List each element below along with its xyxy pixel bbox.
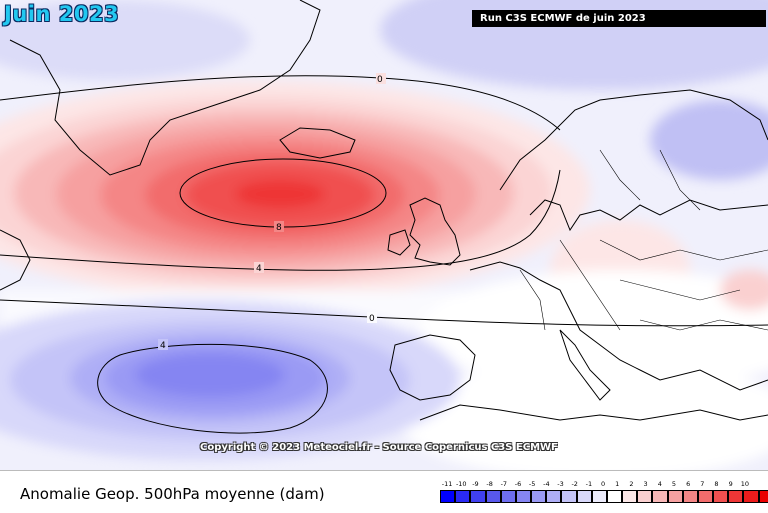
scale-tick-label: 7	[700, 480, 705, 488]
contour-label-0-south: 0	[369, 314, 375, 324]
great-britain-coast	[409, 197, 461, 266]
scale-tick-label: -6	[514, 480, 522, 488]
scale-color-box	[667, 490, 683, 503]
baltic-coast	[529, 199, 768, 232]
scale-color-box	[500, 490, 516, 503]
ireland-coast	[387, 229, 411, 256]
scale-tick-label: -3	[557, 480, 564, 488]
footer: Anomalie Geop. 500hPa moyenne (dam) -11-…	[0, 470, 768, 513]
scale-color-box	[652, 490, 668, 503]
contour-label-0-north: 0	[377, 75, 383, 85]
scale-color-box	[485, 490, 501, 503]
scale-color-box	[682, 490, 698, 503]
contour-label-group: 0 8 4 0 4	[158, 73, 386, 351]
scale-color-box	[622, 490, 638, 503]
anomaly-map: 0 8 4 0 4 Juin 2023 Run C3S ECMWF de jui…	[0, 0, 768, 470]
scale-colorbar	[440, 490, 768, 503]
scale-tick-label: 1	[615, 480, 620, 488]
scale-tick-label: -4	[543, 480, 550, 488]
scale-tick-label: 3	[643, 480, 648, 488]
scale-color-box	[591, 490, 607, 503]
scale-color-box	[697, 490, 714, 503]
copyright-notice: Copyright © 2023 Meteociel.fr - Source C…	[200, 442, 558, 453]
map-canvas: 0 8 4 0 4	[0, 0, 768, 470]
scale-color-box	[728, 490, 744, 503]
scale-tick-label: -5	[528, 480, 536, 488]
scale-tick-label: 6	[686, 480, 691, 488]
scale-tick-label: -2	[571, 480, 578, 488]
scale-tick-label: -10	[455, 480, 467, 488]
greenland-coast	[9, 0, 321, 176]
scale-color-box	[455, 490, 471, 503]
scale-color-box	[637, 490, 653, 503]
iberia-coast	[389, 334, 476, 401]
color-scale: -11 -10 -9 -8 -7 -6 -5 -4 -3 -2 -1 0 1 2 3 4 5 6 7 8 9 10	[440, 479, 768, 509]
scale-tick-label: 0	[600, 480, 606, 488]
scale-tick-label: 2	[629, 480, 634, 488]
scale-color-box	[606, 490, 623, 503]
iceland-coast	[279, 127, 356, 159]
variable-label: Anomalie Geop. 500hPa moyenne (dam)	[20, 485, 325, 503]
scale-color-box	[546, 490, 562, 503]
contour-label-8: 8	[276, 223, 282, 233]
scale-tick-label: -9	[472, 480, 479, 488]
scale-ticks: -11 -10 -9 -8 -7 -6 -5 -4 -3 -2 -1 0 1 2 3 4 5 6 7 8 9 10	[440, 479, 752, 489]
scale-color-box	[470, 490, 486, 503]
contour-minus4	[97, 343, 328, 434]
north-africa-coast	[419, 404, 768, 421]
scale-tick-label: 8	[714, 480, 719, 488]
scale-tick-label: 4	[657, 480, 662, 488]
canada-coast	[0, 229, 31, 291]
map-title: Juin 2023	[4, 2, 120, 26]
scale-color-box	[440, 490, 456, 503]
scale-color-box	[515, 490, 532, 503]
europe-south-coast	[469, 261, 768, 391]
contour-4-north	[0, 169, 561, 271]
coastlines	[0, 0, 768, 421]
scale-tick-label: -8	[486, 480, 493, 488]
scale-color-box	[758, 490, 768, 503]
scale-color-box	[531, 490, 547, 503]
scale-tick-label: -11	[441, 480, 453, 488]
scale-tick-label: 9	[728, 480, 733, 488]
scandinavia-coast	[499, 89, 768, 191]
italy-coast	[559, 329, 611, 401]
scale-tick-label: -7	[500, 480, 508, 488]
country-borders	[519, 149, 768, 331]
scale-tick-label: -1	[585, 480, 593, 488]
contour-label-4: 4	[256, 264, 262, 274]
scale-tick-label: 10	[740, 480, 749, 488]
run-label: Run C3S ECMWF de juin 2023	[472, 10, 766, 27]
scale-color-box	[576, 490, 592, 503]
contour-label-minus4: 4	[160, 341, 166, 351]
scale-tick-label: 5	[671, 480, 677, 488]
scale-color-box	[743, 490, 759, 503]
scale-color-box	[713, 490, 729, 503]
contour-0-north	[0, 75, 561, 131]
scale-color-box	[561, 490, 577, 503]
